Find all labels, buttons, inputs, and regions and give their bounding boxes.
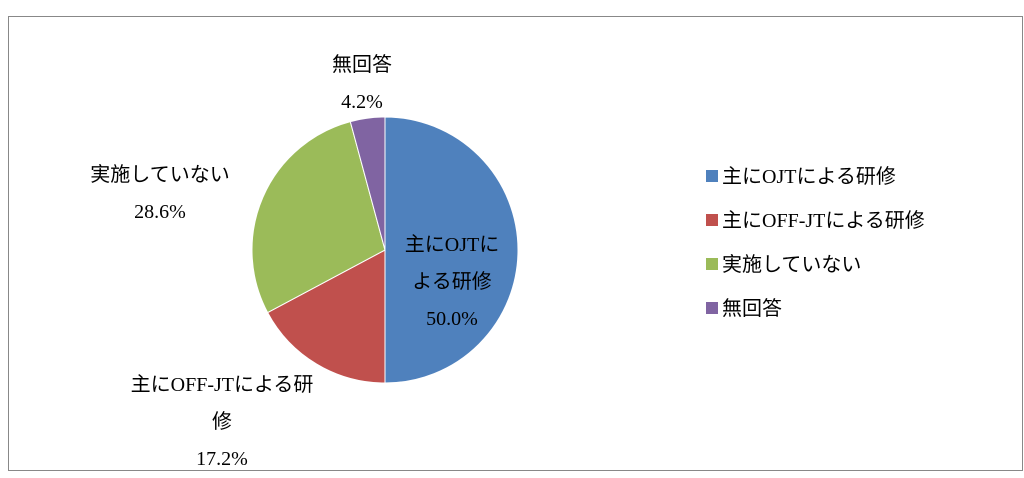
pie-slice <box>251 120 386 314</box>
legend-label: 無回答 <box>722 298 782 320</box>
data-label-value: 4.2% <box>341 91 383 113</box>
data-label: 実施していない 28.6% <box>60 157 260 231</box>
legend-entry: 実施していない <box>706 250 861 280</box>
legend-entry: 無回答 <box>706 294 782 324</box>
pie-slice <box>384 116 519 384</box>
legend-entry: 主にOJTによる研修 <box>706 162 896 192</box>
pie-slice <box>349 116 386 251</box>
data-label: 主にOFF-JTによる研修 17.2% <box>130 367 314 478</box>
data-label-value: 28.6% <box>134 201 186 223</box>
legend-label: 実施していない <box>722 254 862 276</box>
legend-entry: 主にOFF-JTによる研修 <box>706 206 925 236</box>
legend-swatch <box>706 258 718 270</box>
legend-swatch <box>706 214 718 226</box>
data-label-category: 無回答 <box>332 54 392 76</box>
legend-swatch <box>706 170 718 182</box>
data-label-value: 50.0% <box>426 308 478 330</box>
data-label: 無回答 4.2% <box>300 47 424 121</box>
data-label-category: 主にOFF-JTによる研修 <box>130 374 314 433</box>
pie-slice <box>266 249 386 384</box>
legend-swatch <box>706 302 718 314</box>
data-label-category: 主にOJTによる研修 <box>404 234 500 293</box>
legend-label: 主にOFF-JTによる研修 <box>722 210 925 232</box>
data-label: 主にOJTによる研修 50.0% <box>402 227 502 338</box>
legend-label: 主にOJTによる研修 <box>722 166 896 188</box>
data-label-category: 実施していない <box>90 164 230 186</box>
data-label-value: 17.2% <box>196 448 248 470</box>
